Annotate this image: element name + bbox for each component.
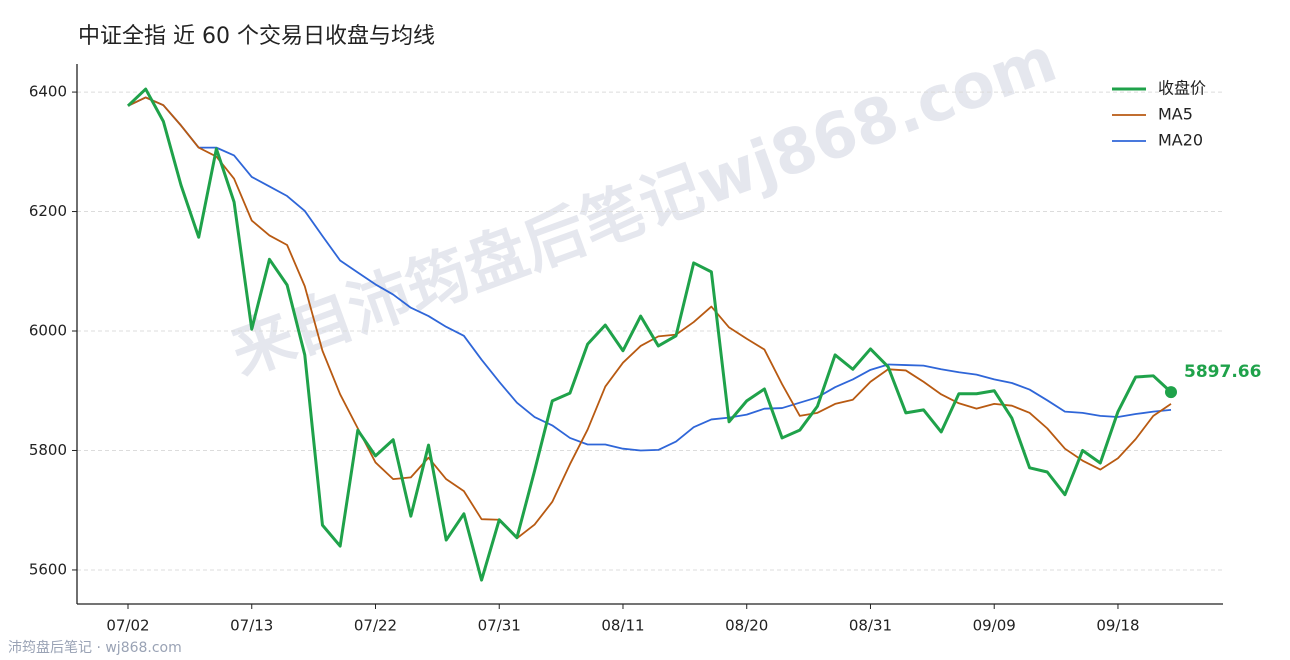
x-tick-label: 08/31 xyxy=(849,617,892,635)
footer: 沛筠盘后笔记 · wj868.com xyxy=(8,639,182,656)
x-tick-label: 07/22 xyxy=(354,617,397,635)
y-tick-label: 6400 xyxy=(29,83,67,101)
x-tick-label: 09/18 xyxy=(1096,617,1139,635)
y-tick-label: 6000 xyxy=(29,322,67,340)
chart-title: 中证全指 近 60 个交易日收盘与均线 xyxy=(78,24,435,49)
series-line xyxy=(127,96,1172,540)
x-tick-label: 07/13 xyxy=(230,617,273,635)
last-value-label: 5897.66 xyxy=(1184,362,1261,382)
last-point xyxy=(1165,386,1177,399)
watermark: 来自沛筠盘后笔记wj868.com xyxy=(222,23,1066,390)
legend-label: MA20 xyxy=(1158,131,1203,150)
x-tick-label: 09/09 xyxy=(973,617,1016,635)
x-tick-label: 07/31 xyxy=(478,617,521,635)
legend-label: 收盘价 xyxy=(1158,79,1206,98)
x-tick-label: 08/20 xyxy=(725,617,768,635)
series-line xyxy=(127,96,1172,452)
y-tick-label: 5600 xyxy=(29,560,67,578)
series-line xyxy=(126,87,1173,582)
x-tick-label: 08/11 xyxy=(601,617,644,635)
x-tick-label: 07/02 xyxy=(106,617,149,635)
y-tick-label: 6200 xyxy=(29,202,67,220)
y-tick-label: 5800 xyxy=(29,441,67,459)
legend-label: MA5 xyxy=(1158,105,1193,124)
